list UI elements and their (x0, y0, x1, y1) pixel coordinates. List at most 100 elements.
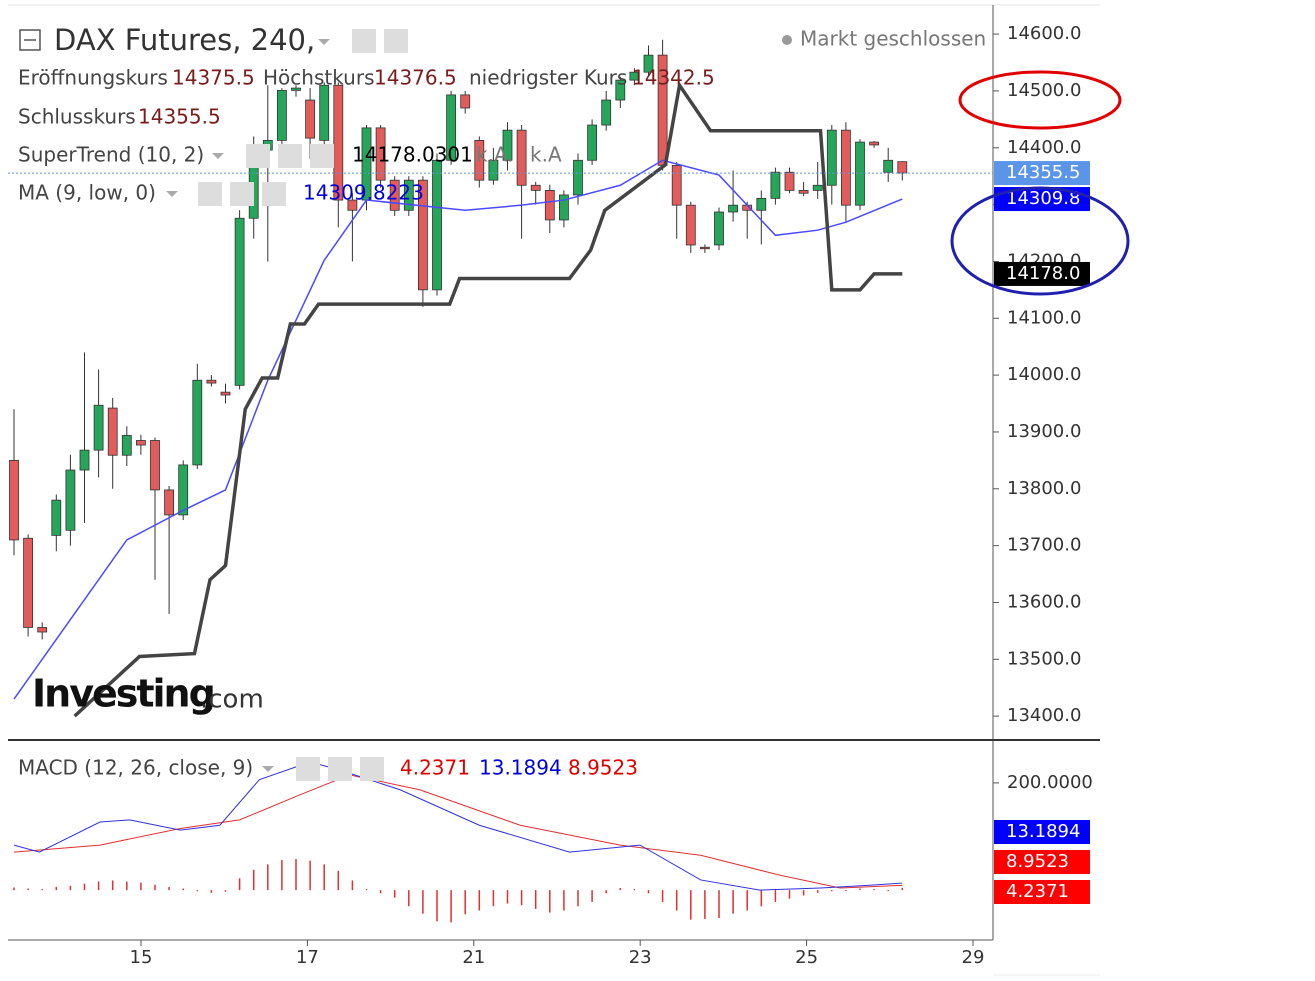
y-tick-label: 13400.0 (1007, 705, 1081, 726)
supertrend-na: k.A (530, 143, 562, 167)
close-icon[interactable] (310, 144, 334, 168)
candle-body (446, 94, 457, 161)
market-status: Markt geschlossen (800, 27, 986, 51)
y-tick-label: 14500.0 (1007, 80, 1081, 101)
candle-body (403, 179, 414, 211)
eye-icon[interactable] (352, 29, 376, 53)
candle-body (897, 161, 908, 174)
eye-icon[interactable] (296, 757, 320, 781)
dropdown-arrow[interactable] (212, 153, 224, 159)
x-tick-label: 23 (629, 947, 652, 968)
price-box-label: 14355.5 (1006, 162, 1080, 183)
candle-body (65, 469, 76, 531)
close-icon[interactable] (262, 182, 286, 206)
settings-icon[interactable] (328, 757, 352, 781)
macd-label: MACD (12, 26, close, 9) (18, 756, 253, 780)
price-box (994, 161, 1090, 186)
ma-label: MA (9, low, 0) (18, 181, 156, 205)
candle-body (883, 159, 894, 173)
y-tick-label: 13600.0 (1007, 591, 1081, 612)
candle-body (121, 434, 132, 456)
x-tick-label: 25 (795, 947, 818, 968)
macd-line-value: 13.1894 (479, 756, 562, 780)
x-tick-label: 21 (462, 947, 485, 968)
candle-body (432, 159, 442, 291)
macd-signal-line (13, 774, 903, 889)
supertrend (73, 80, 903, 718)
candle-body (9, 459, 19, 541)
candle-body (812, 184, 823, 191)
supertrend-value: 14178.0301 (352, 143, 473, 167)
dropdown-arrow[interactable] (166, 191, 178, 197)
candle-body (319, 84, 330, 141)
candle-body (502, 129, 513, 161)
open-label: Eröffnungskurs (18, 66, 168, 90)
macd-signal-value: 8.9523 (568, 756, 638, 780)
candle-body (488, 159, 499, 181)
dropdown-arrow[interactable] (262, 766, 274, 772)
price-box-label: 14178.0 (1006, 263, 1080, 284)
candle-body (544, 189, 555, 221)
y-tick-label: 13700.0 (1007, 535, 1081, 556)
close-label: Schlusskurs (18, 105, 136, 129)
y-tick-label: 14100.0 (1007, 307, 1081, 328)
candle-body (601, 99, 612, 126)
candle-body (629, 71, 640, 81)
settings-icon[interactable] (278, 144, 302, 168)
candle-body (291, 87, 301, 91)
x-tick-label: 29 (962, 947, 985, 968)
candle-body (826, 129, 837, 186)
candle-body (474, 139, 485, 181)
candle-body (347, 199, 358, 211)
candle-body (164, 489, 175, 516)
eye-icon[interactable] (246, 144, 270, 168)
candle-body (714, 211, 724, 246)
candle-body (756, 197, 767, 211)
low-value: 14342.5 (632, 66, 715, 90)
macd-box (994, 850, 1090, 874)
y-tick-label: 14600.0 (1007, 23, 1081, 44)
candle-body (206, 379, 217, 384)
settings-icon[interactable] (230, 182, 254, 206)
candle-body (530, 184, 541, 191)
candle-body (559, 194, 569, 221)
candle-body (798, 189, 809, 194)
candle-body (685, 204, 696, 246)
y-tick-label: 14000.0 (1007, 364, 1081, 385)
moving-average (13, 159, 903, 700)
close-icon[interactable] (360, 757, 384, 781)
logo-suffix: .com (200, 685, 264, 715)
macd-hist-value: 4.2371 (400, 756, 470, 780)
macd-box-label: 13.1894 (1006, 821, 1080, 842)
candle-body (79, 449, 90, 471)
candle-body (37, 627, 48, 633)
candle-body (573, 159, 583, 196)
candle-body (869, 141, 879, 146)
supertrend-label: SuperTrend (10, 2) (18, 143, 204, 167)
candle-body (587, 124, 597, 161)
high-value: 14376.5 (374, 66, 457, 90)
candle-body (460, 94, 471, 109)
y-tick-label: 13900.0 (1007, 421, 1081, 442)
settings-icon[interactable] (384, 29, 408, 53)
candle-body (135, 440, 146, 446)
plot: 13400.0 13500.0 13600.0 13700.0 13800.0 13900… (9, 23, 1093, 968)
red-ellipse (958, 70, 1122, 130)
y-tick-label: 14400.0 (1007, 137, 1081, 158)
y-tick-label: 13800.0 (1007, 478, 1081, 499)
candle-body (107, 407, 118, 456)
candle-body (728, 204, 738, 213)
dropdown-arrow[interactable] (318, 39, 330, 45)
price-box-label: 14309.8 (1006, 188, 1080, 209)
candle-body (784, 171, 795, 191)
candle-body (150, 440, 160, 491)
high-label: Höchstkurs (263, 66, 375, 90)
candle-body (220, 391, 231, 396)
candle-body (417, 179, 428, 291)
candle-body (23, 537, 34, 628)
candle-body (671, 164, 682, 206)
collapse-icon[interactable] (19, 29, 41, 51)
eye-icon[interactable] (198, 182, 222, 206)
macd-box (994, 880, 1090, 904)
